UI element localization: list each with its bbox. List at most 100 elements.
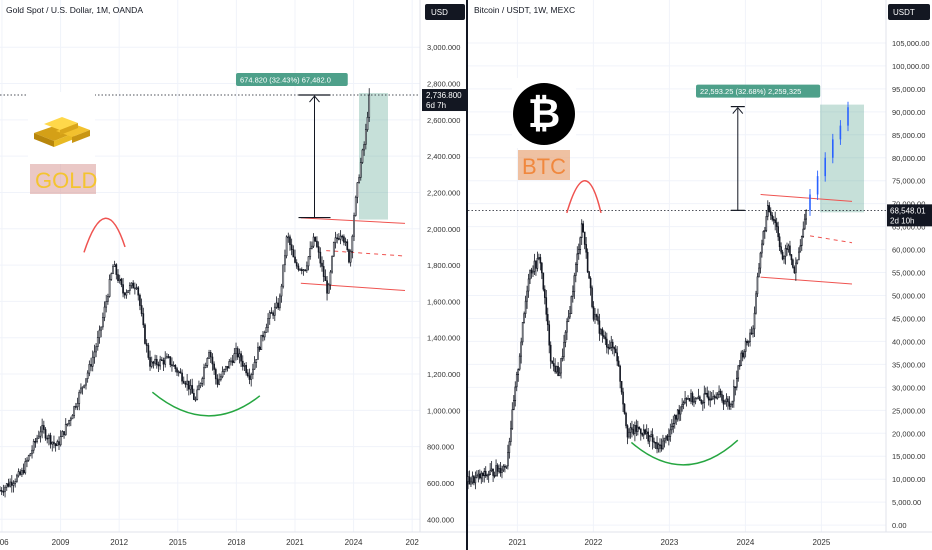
- btc-candle-body: [771, 214, 774, 220]
- btc-y-tick-label: 85,000.00: [892, 131, 925, 140]
- btc-candle-body: [700, 400, 703, 404]
- gold-candle-body: [44, 429, 47, 439]
- btc-candle-body: [600, 329, 602, 334]
- gold-candle-body: [316, 240, 318, 247]
- gold-candle-body: [7, 483, 10, 487]
- btc-candle-body: [746, 340, 748, 344]
- gold-candle-body: [167, 356, 170, 358]
- btc-candle-body: [752, 328, 754, 335]
- btc-candle-body: [483, 470, 486, 477]
- gold-candle-body: [199, 383, 202, 387]
- btc-logo: ₿ BTC: [512, 78, 576, 180]
- gold-candle-body: [88, 364, 91, 374]
- btc-candle-body: [653, 441, 655, 443]
- btc-candle-body: [595, 314, 598, 317]
- btc-candle-body: [597, 316, 599, 322]
- btc-currency-button[interactable]: USDT: [888, 4, 930, 20]
- gold-candle-body: [85, 378, 87, 386]
- btc-candle-body: [758, 267, 760, 278]
- btc-candle-body: [569, 313, 571, 318]
- gold-candle-body: [115, 264, 118, 275]
- gold-candle-body: [327, 284, 330, 294]
- gold-candle-body: [204, 364, 207, 368]
- btc-candle-body: [656, 442, 658, 450]
- btc-top-arc: [566, 180, 602, 214]
- btc-candle-body: [561, 356, 564, 359]
- gold-x-tick-label: 202: [406, 538, 420, 547]
- btc-candle-body: [532, 271, 534, 274]
- btc-y-tick-label: 50,000.00: [892, 292, 925, 301]
- btc-x-tick-label: 2021: [509, 538, 527, 547]
- gold-candle-body: [32, 440, 35, 451]
- btc-y-tick-label: 80,000.00: [892, 154, 925, 163]
- gold-candle-body: [154, 358, 156, 364]
- gold-candle-body: [312, 236, 315, 247]
- gold-currency-button[interactable]: USD: [425, 4, 465, 20]
- gold-candle-body: [326, 280, 328, 294]
- btc-candle-body: [690, 393, 692, 402]
- btc-candle-body: [650, 434, 652, 437]
- gold-candle-body: [338, 238, 340, 240]
- btc-candle-body: [769, 211, 772, 216]
- gold-candle-body: [177, 371, 180, 374]
- btc-target-zone: [820, 104, 864, 213]
- btc-candle-body: [784, 248, 787, 257]
- gold-candle-body: [255, 359, 258, 363]
- gold-candle-body: [100, 326, 103, 331]
- gold-candle-body: [228, 361, 231, 369]
- gold-candle-body: [134, 287, 136, 290]
- btc-candle-body: [583, 231, 586, 245]
- gold-candle-body: [201, 378, 204, 384]
- btc-candle-body: [533, 260, 536, 272]
- btc-candle-body: [613, 347, 616, 350]
- gold-candle-body: [364, 129, 367, 145]
- gold-candle-body: [341, 235, 344, 238]
- btc-y-tick-label: 15,000.00: [892, 452, 925, 461]
- gold-candle-body: [149, 357, 151, 367]
- gold-candle-body: [184, 382, 187, 385]
- btc-candle-body: [697, 396, 700, 399]
- gold-y-tick-label: 1,400.000: [427, 334, 460, 343]
- btc-last-price-badge: 68,548.01 2d 10h: [887, 204, 932, 227]
- gold-candle-body: [123, 292, 126, 296]
- btc-candle-body: [577, 249, 580, 255]
- btc-candle-body: [619, 365, 621, 382]
- gold-candle-body: [268, 312, 271, 319]
- btc-candle-body: [572, 291, 574, 297]
- btc-candle-body: [504, 465, 506, 468]
- btc-candle-body: [557, 365, 559, 377]
- gold-y-tick-label: 2,400.000: [427, 152, 460, 161]
- gold-candle-body: [245, 365, 247, 374]
- btc-candle-body: [747, 341, 750, 344]
- btc-bottom-arc: [630, 439, 739, 466]
- btc-candle-body: [622, 391, 624, 405]
- gold-grid: [0, 0, 420, 532]
- gold-x-tick-label: 2018: [227, 538, 245, 547]
- gold-candle-body: [157, 364, 160, 367]
- gold-candle-body: [0, 489, 1, 492]
- gold-y-tick-label: 600.000: [427, 479, 454, 488]
- btc-candle-body: [626, 425, 629, 438]
- gold-candle-body: [305, 265, 308, 271]
- btc-chart-title: Bitcoin / USDT, 1W, MEXC: [474, 5, 575, 15]
- gold-candle-body: [128, 285, 131, 291]
- gold-x-tick-label: 006: [0, 538, 9, 547]
- btc-candle-body: [799, 245, 802, 253]
- gold-candle-body: [230, 360, 232, 363]
- gold-y-tick-label: 1,200.000: [427, 370, 460, 379]
- btc-candle-body: [546, 314, 549, 326]
- gold-candle-body: [359, 162, 362, 178]
- btc-candle-body: [560, 358, 562, 374]
- btc-candle-body: [477, 473, 480, 477]
- gold-candle-body: [287, 236, 290, 239]
- gold-candle-body: [260, 334, 263, 350]
- btc-candle-body: [725, 398, 728, 402]
- btc-candle-body: [549, 344, 552, 362]
- btc-candle-body: [798, 251, 800, 261]
- gold-candle-body: [273, 306, 276, 316]
- gold-candle-body: [314, 236, 317, 242]
- gold-candle-body: [22, 470, 25, 474]
- btc-candle-body: [580, 223, 583, 238]
- btc-y-ticks: 105,000.00 100,000.00 95,000.00 90,000.00 85…: [892, 39, 930, 530]
